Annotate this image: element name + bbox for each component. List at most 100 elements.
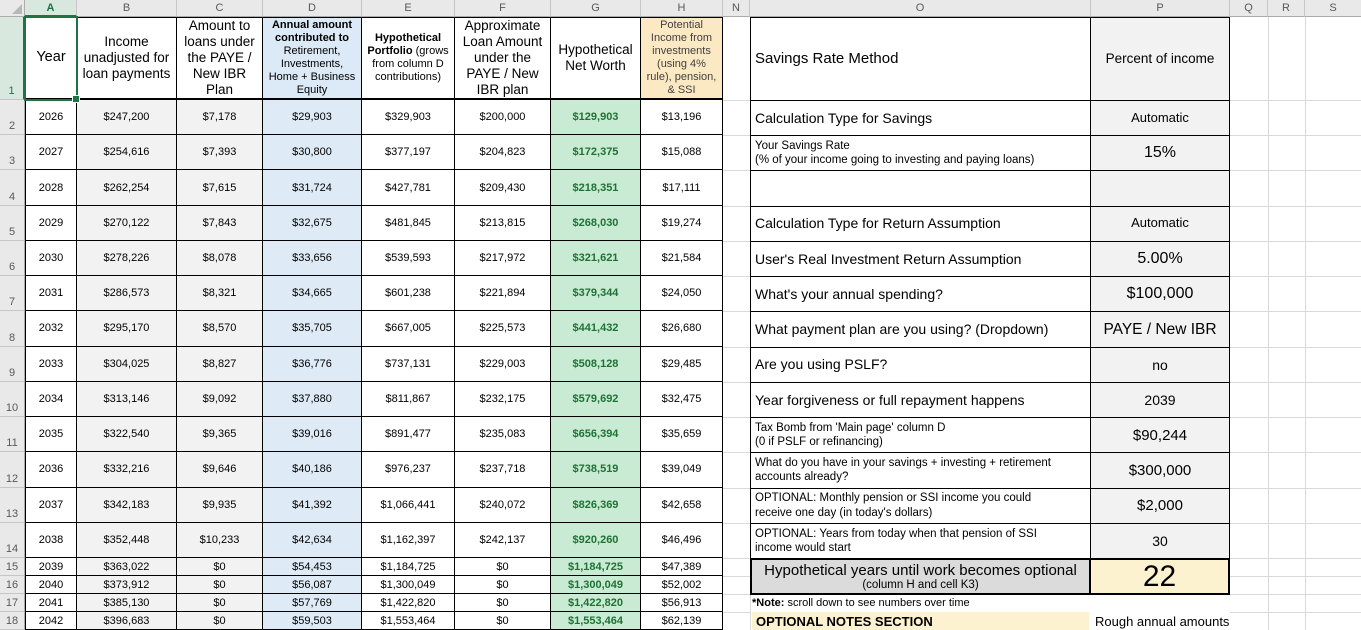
cell-D17[interactable]: $57,769 (263, 594, 362, 612)
column-header-D[interactable]: D (263, 0, 362, 17)
cell-C15[interactable]: $0 (177, 558, 263, 576)
cell-B9[interactable]: $304,025 (77, 346, 177, 382)
panel-question-row-7[interactable]: What's your annual spending? (750, 276, 1091, 313)
cell-F11[interactable]: $235,083 (455, 417, 551, 453)
cell-C3[interactable]: $7,393 (177, 135, 263, 171)
panel-question-row-6[interactable]: User's Real Investment Return Assumption (750, 240, 1091, 278)
panel-question-row-13[interactable]: OPTIONAL: Monthly pension or SSI income … (750, 487, 1091, 524)
optional-notes-header[interactable]: OPTIONAL NOTES SECTION (752, 612, 1089, 630)
cell-D15[interactable]: $54,453 (263, 558, 362, 576)
cell-B11[interactable]: $322,540 (77, 417, 177, 453)
cell-H14[interactable]: $46,496 (641, 522, 723, 558)
cell-F13[interactable]: $240,072 (455, 487, 551, 523)
column-header-A[interactable]: A (25, 0, 77, 17)
cell-E16[interactable]: $1,300,049 (362, 576, 455, 594)
cell-B16[interactable]: $373,912 (77, 576, 177, 594)
cell-A18[interactable]: 2042 (25, 612, 77, 630)
panel-answer-row-5[interactable]: Automatic (1090, 205, 1230, 242)
panel-answer-row-7[interactable]: $100,000 (1090, 276, 1230, 313)
cell-G11[interactable]: $656,394 (551, 417, 641, 453)
panel-question-row-14[interactable]: OPTIONAL: Years from today when that pen… (750, 522, 1091, 559)
cell-A17[interactable]: 2041 (25, 594, 77, 612)
cell-H15[interactable]: $47,389 (641, 558, 723, 576)
cell-B4[interactable]: $262,254 (77, 170, 177, 206)
cell-D12[interactable]: $40,186 (263, 452, 362, 488)
column-header-N[interactable]: N (723, 0, 750, 17)
column-header-S[interactable]: S (1305, 0, 1361, 17)
cell-A5[interactable]: 2029 (25, 205, 77, 241)
cell-E4[interactable]: $427,781 (362, 170, 455, 206)
cell-F16[interactable]: $0 (455, 576, 551, 594)
cell-E14[interactable]: $1,162,397 (362, 522, 455, 558)
cell-F6[interactable]: $217,972 (455, 240, 551, 277)
column-header-O[interactable]: O (750, 0, 1091, 17)
column-header-F[interactable]: F (455, 0, 551, 17)
panel-question-row-3[interactable]: Your Savings Rate (% of your income going… (750, 135, 1091, 172)
cell-F10[interactable]: $232,175 (455, 381, 551, 418)
cell-B15[interactable]: $363,022 (77, 558, 177, 576)
cell-A15[interactable]: 2039 (25, 558, 77, 576)
cell-A16[interactable]: 2040 (25, 576, 77, 594)
panel-question-row-8[interactable]: What payment plan are you using? (Dropdo… (750, 311, 1091, 348)
cell-G10[interactable]: $579,692 (551, 381, 641, 418)
cell-C16[interactable]: $0 (177, 576, 263, 594)
cell-F9[interactable]: $229,003 (455, 346, 551, 382)
cell-C2[interactable]: $7,178 (177, 100, 263, 136)
cell-C11[interactable]: $9,365 (177, 417, 263, 453)
cell-A4[interactable]: 2028 (25, 170, 77, 206)
cell-D8[interactable]: $35,705 (263, 311, 362, 347)
column-header-C[interactable]: C (177, 0, 263, 17)
row-header-9[interactable]: 9 (0, 346, 25, 382)
cell-D13[interactable]: $41,392 (263, 487, 362, 523)
cell-C14[interactable]: $10,233 (177, 522, 263, 558)
cell-B18[interactable]: $396,683 (77, 612, 177, 630)
cell-B17[interactable]: $385,130 (77, 594, 177, 612)
column-header-Q[interactable]: Q (1230, 0, 1268, 17)
cell-D3[interactable]: $30,800 (263, 135, 362, 171)
column-header-H[interactable]: H (641, 0, 723, 17)
cell-G13[interactable]: $826,369 (551, 487, 641, 523)
row-header-7[interactable]: 7 (0, 276, 25, 312)
cell-G18[interactable]: $1,553,464 (551, 612, 641, 630)
cell-A14[interactable]: 2038 (25, 522, 77, 558)
row-header-6[interactable]: 6 (0, 240, 25, 277)
cell-B12[interactable]: $332,216 (77, 452, 177, 488)
row-header-11[interactable]: 11 (0, 417, 25, 453)
cell-E12[interactable]: $976,237 (362, 452, 455, 488)
cell-C5[interactable]: $7,843 (177, 205, 263, 241)
cell-D16[interactable]: $56,087 (263, 576, 362, 594)
cell-G16[interactable]: $1,300,049 (551, 576, 641, 594)
cell-G7[interactable]: $379,344 (551, 276, 641, 312)
panel-answer-row-8[interactable]: PAYE / New IBR (1090, 311, 1230, 348)
cell-G4[interactable]: $218,351 (551, 170, 641, 206)
panel-answer-row-3[interactable]: 15% (1090, 135, 1230, 172)
panel-answer-row-13[interactable]: $2,000 (1090, 487, 1230, 524)
row-header-4[interactable]: 4 (0, 170, 25, 206)
column-title-G[interactable]: Hypothetical Net Worth (551, 17, 641, 100)
cell-H5[interactable]: $19,274 (641, 205, 723, 241)
select-all-corner[interactable] (0, 0, 25, 17)
cell-D7[interactable]: $34,665 (263, 276, 362, 312)
cell-B3[interactable]: $254,616 (77, 135, 177, 171)
cell-A12[interactable]: 2036 (25, 452, 77, 488)
panel-question-row-11[interactable]: Tax Bomb from 'Main page' column D (0 if … (750, 417, 1091, 454)
cell-B5[interactable]: $270,122 (77, 205, 177, 241)
cell-H8[interactable]: $26,680 (641, 311, 723, 347)
column-title-F[interactable]: Approximate Loan Amount under the PAYE /… (455, 17, 551, 100)
cell-H12[interactable]: $39,049 (641, 452, 723, 488)
cell-A3[interactable]: 2027 (25, 135, 77, 171)
cell-E6[interactable]: $539,593 (362, 240, 455, 277)
cell-H11[interactable]: $35,659 (641, 417, 723, 453)
cell-G17[interactable]: $1,422,820 (551, 594, 641, 612)
cell-E2[interactable]: $329,903 (362, 100, 455, 136)
column-title-A[interactable]: Year (25, 17, 77, 100)
cell-E8[interactable]: $667,005 (362, 311, 455, 347)
column-header-G[interactable]: G (551, 0, 641, 17)
cell-G5[interactable]: $268,030 (551, 205, 641, 241)
cell-A8[interactable]: 2032 (25, 311, 77, 347)
cell-B6[interactable]: $278,226 (77, 240, 177, 277)
cell-E3[interactable]: $377,197 (362, 135, 455, 171)
cell-D2[interactable]: $29,903 (263, 100, 362, 136)
panel-question-row-4[interactable] (750, 170, 1091, 207)
cell-B13[interactable]: $342,183 (77, 487, 177, 523)
